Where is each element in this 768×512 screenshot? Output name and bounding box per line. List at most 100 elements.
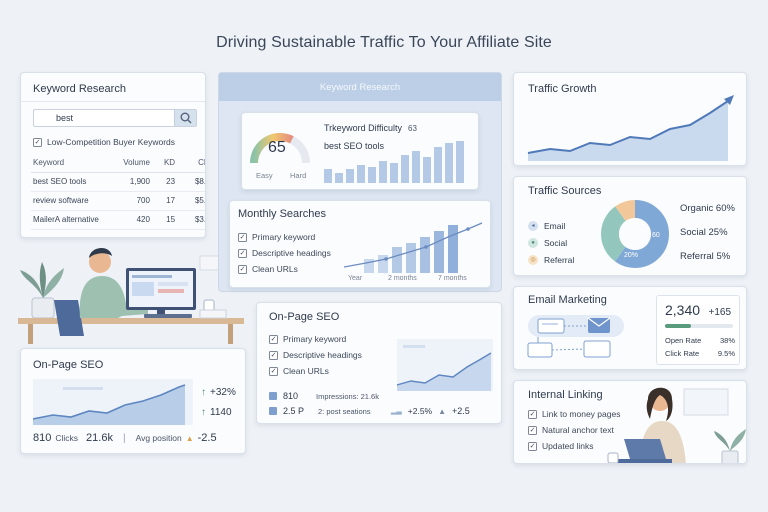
click-rate-value: 9.5% (717, 349, 735, 358)
traffic-growth-card: Traffic Growth (513, 72, 747, 166)
search-button[interactable] (174, 110, 196, 126)
checkbox-checked-icon: ✓ (238, 232, 247, 242)
checklist-label: Descriptive headings (283, 350, 362, 360)
card-title: Monthly Searches (238, 208, 327, 220)
source-label-row: Organic 60% (680, 203, 735, 227)
source-name: Referral (680, 251, 714, 262)
slice-label: 20% (624, 252, 638, 259)
subscribers-value: 2,340 (665, 302, 701, 318)
table-cell: 15 (151, 210, 178, 230)
source-name: Organic (680, 203, 714, 214)
stat-row: 810 Impressions: 21.6k (269, 391, 379, 401)
checklist-item[interactable]: ✓ Updated links (528, 438, 620, 454)
click-rate-label: Click Rate (665, 349, 700, 358)
delta-value: 1140 (210, 407, 232, 418)
gauge-value: 65 (268, 139, 286, 156)
open-rate-bar-track (665, 324, 733, 328)
checklist-item[interactable]: ✓ Natural anchor text (528, 422, 620, 438)
checklist-label: Primary keyword (283, 334, 347, 344)
table-cell: 1,900 (101, 172, 152, 192)
referral-slice (601, 200, 669, 268)
stat-label: Impressions: 21.6k (316, 391, 379, 401)
table-row[interactable]: review software 700 17 $5.20 (31, 191, 205, 211)
change-value: +2.5 (452, 406, 470, 416)
on-page-seo-card: On-Page SEO ✓ Primary keyword ✓ Descriptiv… (256, 302, 502, 424)
checklist-item[interactable]: ✓ Primary keyword (238, 229, 331, 245)
checklist-item[interactable]: ✓ Link to money pages (528, 406, 620, 422)
gauge-level-arc (250, 133, 294, 164)
x-axis-label: Year (348, 275, 363, 282)
checklist-label: Primary keyword (252, 232, 316, 242)
difficulty-label-row: Trkeyword Difficulty 63 (324, 123, 417, 133)
avg-position-value: -2.5 (197, 432, 217, 444)
gauge-hard-label: Hard (290, 171, 307, 180)
source-labels: Organic 60% Social 25% Referral 5% (680, 203, 735, 275)
checklist-item[interactable]: ✓ Clean URLs (238, 261, 331, 277)
trend-icon: ▲ (185, 434, 194, 443)
change-value: +2.5% (407, 406, 433, 416)
table-cell: MailerA alternative (31, 210, 101, 230)
legend: ◂ Email ● Social ◎ Referral (528, 217, 574, 268)
column-header: KD (151, 153, 178, 173)
checklist: ✓ Primary keyword ✓ Descriptive headings ✓… (269, 331, 362, 379)
referral-icon: ◎ (528, 254, 538, 265)
checklist-label: Clean URLs (283, 366, 329, 376)
arrow-up-icon: ▲ (438, 406, 447, 416)
low-competition-checkbox[interactable]: ✓ Low-Competition Buyer Keywords (33, 134, 175, 150)
email-icon: ◂ (528, 220, 538, 231)
traffic-sources-card: Traffic Sources ◂ Email ● Social ◎ Refer… (513, 176, 747, 276)
legend-item: ◂ Email (528, 217, 574, 234)
difficulty-label: Trkeyword Difficulty (324, 123, 403, 133)
table-row[interactable]: MailerA alternative 420 15 $3.40 (31, 210, 205, 230)
delta-up-row: ↑ +32% (201, 387, 236, 398)
legend-label: Social (544, 237, 568, 248)
internal-linking-card: Internal Linking ✓ Link to money pages ✓ N… (513, 380, 747, 464)
checklist-item[interactable]: ✓ Descriptive headings (238, 245, 331, 261)
column-header: Volume (101, 153, 152, 173)
table-header-row: Keyword Volume KD CPC (31, 153, 205, 173)
checklist-label: Updated links (542, 441, 594, 451)
checklist-item[interactable]: ✓ Clean URLs (269, 363, 362, 379)
keyword-table: Keyword Volume KD CPC best SEO tools 1,9… (31, 153, 205, 230)
monthly-searches-card: Monthly Searches ✓ Primary keyword ✓ Descr… (229, 200, 491, 288)
legend-label: Email (544, 220, 566, 231)
on-page-seo-summary-card: On-Page SEO ↑ +32% ↑ 1140 810 Clicks 21.… (20, 348, 246, 454)
social-slice (601, 200, 669, 268)
checklist-label: Natural anchor text (542, 425, 614, 435)
checkbox-checked-icon: ✓ (269, 334, 278, 344)
plant-icon (20, 262, 64, 319)
table-row[interactable]: best SEO tools 1,900 23 $8.50 (31, 172, 205, 192)
impressions-value: 21.6k (86, 432, 113, 444)
difficulty-bars (324, 141, 464, 183)
table-cell: 17 (151, 191, 178, 211)
source-name: Social (680, 227, 706, 238)
table-cell: $3.40 (177, 210, 205, 230)
search-input[interactable]: best (33, 109, 197, 127)
checklist-item[interactable]: ✓ Descriptive headings (269, 347, 362, 363)
monthly-searches-chart (344, 222, 483, 273)
delta-value: +32% (210, 387, 236, 398)
search-icon (180, 112, 192, 124)
checklist-item[interactable]: ✓ Primary keyword (269, 331, 362, 347)
subscribers-row: 2,340 +165 (665, 302, 731, 320)
bar-icon: ▂▃ (391, 408, 402, 415)
checkbox-checked-icon: ✓ (528, 441, 537, 451)
arrow-up-icon (724, 95, 734, 105)
card-title: Internal Linking (528, 389, 603, 401)
checklist: ✓ Primary keyword ✓ Descriptive headings ✓… (238, 229, 331, 277)
table-cell: $8.50 (177, 172, 205, 192)
card-title: On-Page SEO (33, 359, 104, 371)
checkbox-checked-icon: ✓ (269, 366, 278, 376)
card-title: Email Marketing (528, 294, 607, 306)
stat-label: 2: post seations (318, 406, 371, 416)
open-rate-row: Open Rate 38% (665, 336, 735, 345)
keyword-difficulty-card: 65 Easy Hard Trkeyword Difficulty 63 bes… (241, 112, 479, 190)
checklist-label: Clean URLs (252, 264, 298, 274)
email-stats-panel: 2,340 +165 Open Rate 38% Click Rate 9.5% (656, 295, 740, 365)
table-cell: 700 (101, 191, 152, 211)
keyword-label: best SEO tools (324, 141, 385, 151)
difficulty-gauge (250, 133, 310, 164)
column-header: CPC (177, 153, 205, 173)
seo-area-chart (33, 379, 193, 425)
social-icon: ● (528, 237, 538, 248)
